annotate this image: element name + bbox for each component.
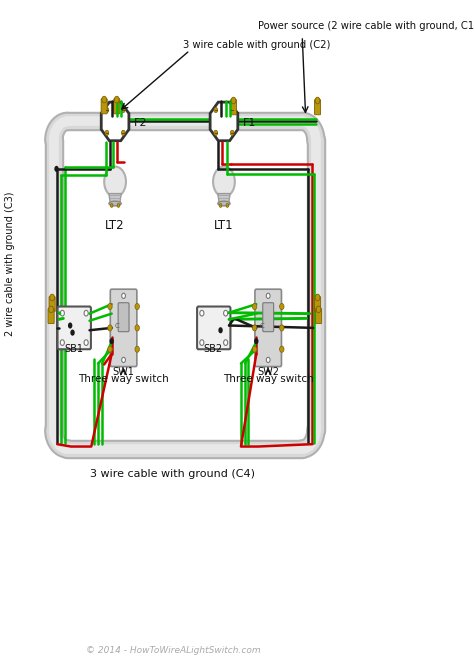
Text: 3 wire cable with ground (C2): 3 wire cable with ground (C2)	[183, 40, 330, 50]
Text: 3 wire cable with ground (C4): 3 wire cable with ground (C4)	[91, 470, 255, 479]
Circle shape	[110, 204, 113, 207]
Text: SW2: SW2	[257, 367, 279, 377]
Circle shape	[266, 293, 270, 298]
Circle shape	[114, 96, 119, 103]
Circle shape	[60, 310, 64, 316]
Circle shape	[68, 322, 73, 328]
Circle shape	[108, 304, 112, 310]
Circle shape	[224, 340, 228, 346]
FancyBboxPatch shape	[110, 289, 137, 366]
Circle shape	[224, 310, 228, 316]
Circle shape	[280, 304, 284, 310]
Polygon shape	[109, 194, 121, 204]
Circle shape	[117, 204, 120, 207]
Circle shape	[102, 96, 107, 103]
Circle shape	[254, 338, 258, 344]
Circle shape	[230, 130, 234, 135]
FancyBboxPatch shape	[49, 297, 55, 312]
Circle shape	[122, 357, 126, 362]
FancyBboxPatch shape	[197, 306, 230, 349]
Circle shape	[108, 346, 112, 352]
Circle shape	[214, 130, 218, 135]
Circle shape	[226, 204, 229, 207]
Circle shape	[280, 346, 284, 352]
Circle shape	[70, 330, 75, 336]
FancyBboxPatch shape	[230, 100, 237, 115]
Text: © 2014 - HowToWireALightSwitch.com: © 2014 - HowToWireALightSwitch.com	[86, 646, 260, 655]
Circle shape	[55, 165, 59, 172]
Circle shape	[122, 293, 126, 298]
FancyBboxPatch shape	[48, 308, 54, 324]
Circle shape	[135, 325, 139, 331]
Text: Power source (2 wire cable with ground, C1): Power source (2 wire cable with ground, …	[258, 21, 474, 31]
Circle shape	[214, 107, 218, 113]
Circle shape	[315, 97, 320, 104]
Circle shape	[266, 357, 270, 362]
FancyBboxPatch shape	[255, 289, 282, 366]
Circle shape	[252, 346, 257, 352]
FancyBboxPatch shape	[57, 306, 91, 349]
Circle shape	[219, 327, 223, 334]
Circle shape	[104, 167, 126, 197]
Ellipse shape	[218, 201, 230, 206]
Polygon shape	[101, 102, 129, 141]
Text: LT2: LT2	[105, 219, 125, 232]
FancyBboxPatch shape	[316, 308, 322, 324]
Circle shape	[230, 107, 234, 113]
Circle shape	[105, 107, 109, 113]
Polygon shape	[218, 194, 230, 204]
Circle shape	[135, 346, 139, 352]
Text: SB1: SB1	[64, 344, 83, 354]
Circle shape	[50, 294, 55, 301]
Polygon shape	[210, 102, 238, 141]
Circle shape	[60, 340, 64, 346]
Circle shape	[315, 294, 320, 301]
Circle shape	[252, 304, 257, 310]
Circle shape	[316, 306, 321, 313]
FancyBboxPatch shape	[314, 297, 320, 312]
Circle shape	[84, 340, 88, 346]
Circle shape	[105, 130, 109, 135]
Circle shape	[49, 306, 54, 313]
Text: F1: F1	[243, 118, 256, 128]
Circle shape	[200, 340, 204, 346]
Circle shape	[121, 107, 125, 113]
Text: SW1: SW1	[113, 367, 135, 377]
Text: C: C	[260, 322, 264, 328]
FancyBboxPatch shape	[314, 100, 320, 115]
Circle shape	[231, 97, 236, 104]
Circle shape	[84, 310, 88, 316]
Circle shape	[109, 338, 114, 344]
Ellipse shape	[109, 201, 121, 206]
FancyBboxPatch shape	[114, 98, 120, 114]
Text: F2: F2	[134, 118, 147, 128]
Text: SB2: SB2	[203, 344, 223, 354]
Circle shape	[219, 204, 222, 207]
Text: Three way switch: Three way switch	[78, 375, 169, 385]
Text: LT1: LT1	[214, 219, 234, 232]
FancyBboxPatch shape	[101, 98, 107, 114]
Circle shape	[280, 325, 284, 331]
Text: Three way switch: Three way switch	[223, 375, 314, 385]
Circle shape	[108, 325, 112, 331]
FancyBboxPatch shape	[263, 303, 273, 332]
Circle shape	[121, 130, 125, 135]
Circle shape	[200, 310, 204, 316]
Circle shape	[135, 304, 139, 310]
Text: C: C	[115, 322, 120, 328]
Text: 2 wire cable with ground (C3): 2 wire cable with ground (C3)	[5, 192, 15, 336]
FancyBboxPatch shape	[118, 303, 129, 332]
Circle shape	[213, 167, 235, 197]
Circle shape	[252, 325, 257, 331]
